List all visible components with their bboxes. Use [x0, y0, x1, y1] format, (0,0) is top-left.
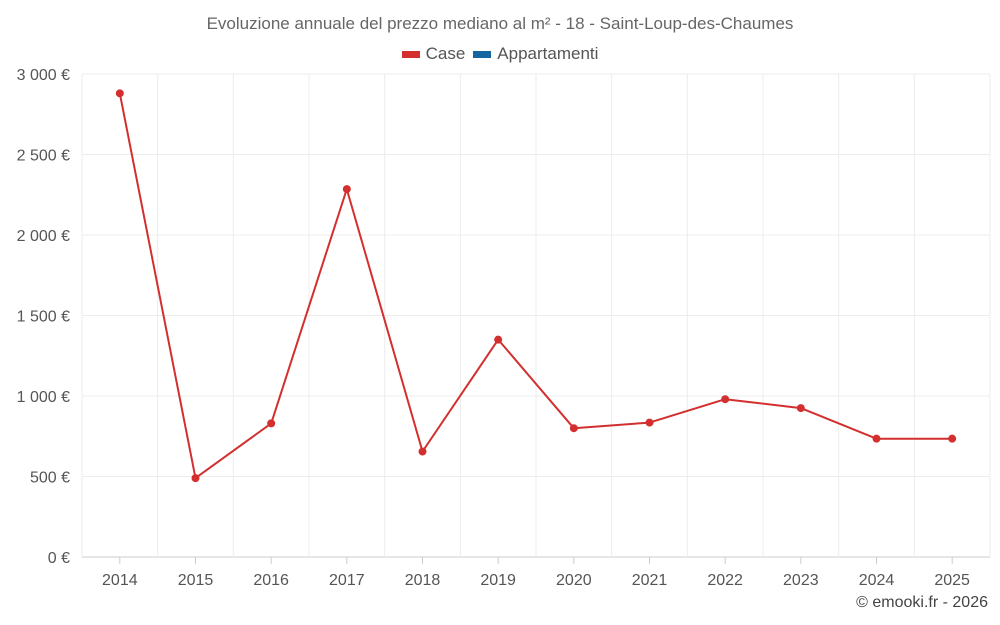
credit-text: © emooki.fr - 2026	[856, 594, 988, 611]
data-point	[494, 335, 503, 344]
data-point	[872, 434, 881, 443]
x-tick-label: 2018	[405, 572, 441, 589]
legend-item-appartamenti[interactable]: Appartamenti	[473, 44, 598, 64]
x-tick-label: 2016	[253, 572, 289, 589]
y-axis: 0 € 500 € 1 000 € 1 500 € 2 000 € 2 500 € 3 00…	[17, 67, 70, 567]
x-axis: 2014 2015 2016 2017 2018 2019 2020 2021 2022 2023…	[102, 557, 970, 589]
data-point	[115, 89, 124, 98]
legend: Case Appartamenti	[0, 44, 1000, 64]
grid-lines	[81, 73, 991, 558]
y-tick-label: 2 500 €	[17, 148, 70, 165]
x-tick-label: 2014	[102, 572, 138, 589]
legend-label-case: Case	[425, 44, 466, 63]
y-tick-label: 2 000 €	[17, 228, 70, 245]
data-point	[267, 419, 276, 428]
legend-swatch-appartamenti	[473, 50, 492, 58]
legend-label-appartamenti: Appartamenti	[497, 44, 599, 63]
x-tick-label: 2019	[480, 572, 516, 589]
y-tick-label: 1 500 €	[17, 309, 70, 326]
chart-title: Evoluzione annuale del prezzo mediano al…	[206, 14, 794, 33]
data-point	[796, 404, 805, 413]
y-tick-label: 3 000 €	[17, 67, 70, 84]
series-layer	[115, 89, 957, 483]
data-point	[418, 447, 427, 456]
x-tick-label: 2022	[707, 572, 743, 589]
x-tick-label: 2023	[783, 572, 819, 589]
data-point	[645, 418, 654, 427]
legend-item-case[interactable]: Case	[401, 44, 466, 64]
x-tick-label: 2025	[934, 572, 970, 589]
data-point	[569, 424, 578, 433]
x-tick-label: 2021	[632, 572, 668, 589]
x-tick-label: 2015	[178, 572, 214, 589]
data-point	[721, 395, 730, 404]
data-point	[342, 185, 351, 194]
x-tick-label: 2024	[859, 572, 895, 589]
series-line-case	[118, 93, 953, 480]
data-point	[948, 434, 957, 443]
data-point	[191, 474, 200, 483]
y-tick-label: 500 €	[30, 470, 70, 487]
y-tick-label: 1 000 €	[17, 389, 70, 406]
legend-swatch-case	[401, 50, 420, 58]
x-tick-label: 2020	[556, 572, 592, 589]
x-tick-label: 2017	[329, 572, 365, 589]
y-tick-label: 0 €	[48, 550, 70, 567]
